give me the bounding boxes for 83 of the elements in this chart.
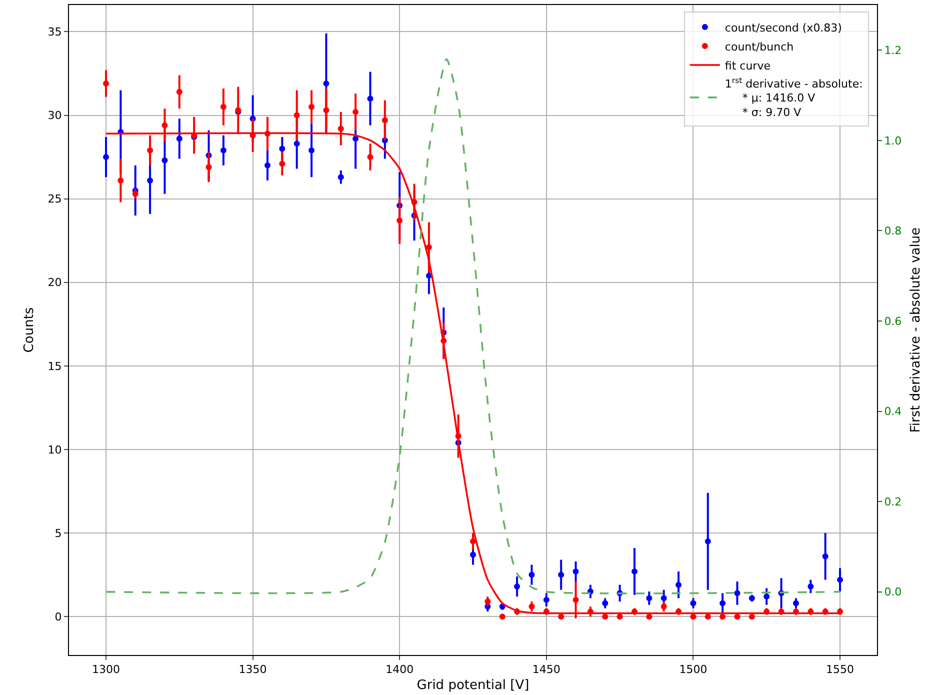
point [470, 552, 476, 558]
point [808, 583, 814, 590]
point [323, 107, 330, 114]
point [279, 146, 286, 152]
y2-tick-label: 0.8 [884, 224, 902, 238]
point [176, 136, 182, 142]
y2-tick-label: 0.4 [884, 405, 902, 418]
point [676, 582, 682, 588]
point [543, 596, 550, 603]
point [294, 112, 300, 118]
point [704, 538, 711, 544]
point [264, 162, 270, 168]
x-tick-label: 1550 [826, 663, 854, 676]
point [367, 96, 374, 102]
y2-tick-label: 0.0 [884, 586, 902, 599]
point [118, 177, 124, 184]
point [572, 596, 579, 603]
point [367, 154, 374, 160]
y2-tick-label: 1.0 [884, 134, 902, 148]
point [396, 218, 403, 224]
x-tick-label: 1350 [238, 663, 267, 676]
point [764, 594, 770, 600]
y-tick-label: 0 [54, 610, 62, 624]
point [720, 600, 726, 606]
point [162, 157, 168, 164]
point [837, 576, 844, 583]
point [602, 600, 608, 606]
point [220, 147, 226, 154]
point [220, 104, 226, 110]
y-tick-label: 10 [48, 443, 62, 456]
point [690, 600, 696, 606]
point [572, 568, 579, 574]
point [206, 164, 212, 170]
legend-label: fit curve [724, 59, 771, 72]
point [514, 583, 520, 590]
point [528, 604, 535, 610]
point [308, 147, 315, 154]
point [352, 108, 359, 115]
point [147, 147, 154, 154]
point [176, 88, 182, 95]
point [132, 190, 138, 197]
point [528, 572, 535, 578]
legend-label: 1$^{rst}$ derivative - absolute: * μ: 1416.0 V * σ: 9.70 V [724, 76, 863, 120]
point [102, 80, 109, 87]
point [279, 160, 286, 167]
point [102, 154, 109, 160]
y-tick-label: 35 [48, 26, 62, 39]
point [646, 595, 652, 602]
point [734, 590, 740, 596]
y-axis-title: Counts [22, 307, 37, 353]
point [660, 604, 667, 610]
point [792, 600, 799, 606]
y2-tick-label: 0.6 [884, 314, 902, 328]
y2-tick-label: 0.2 [884, 495, 902, 508]
point [338, 174, 344, 180]
y-tick-label: 20 [48, 276, 62, 290]
x-tick-label: 1450 [532, 663, 560, 676]
y-tick-label: 25 [48, 192, 62, 206]
y2-axis-title: First derivative - absolute value [908, 227, 924, 433]
x-tick-label: 1300 [92, 663, 120, 676]
x-tick-label: 1500 [679, 663, 708, 676]
point [484, 598, 491, 605]
point [558, 572, 564, 578]
x-axis-title: Grid potential [V] [416, 678, 530, 693]
y-tick-label: 5 [54, 526, 62, 540]
point [338, 126, 344, 132]
point [660, 595, 667, 602]
point [382, 117, 388, 124]
point [147, 177, 154, 184]
y2-tick-label: 1.2 [884, 44, 902, 57]
point [308, 104, 315, 110]
point [470, 538, 476, 544]
x-tick-label: 1400 [386, 663, 414, 676]
legend-label: count/bunch [724, 40, 794, 54]
point [294, 140, 300, 147]
point [631, 568, 638, 574]
point [323, 80, 330, 87]
point [162, 122, 168, 128]
point [352, 136, 359, 142]
legend-label: count/second (x0.83) [724, 21, 842, 34]
y-tick-label: 30 [48, 109, 62, 122]
point [822, 553, 828, 560]
y-tick-label: 15 [48, 360, 62, 373]
